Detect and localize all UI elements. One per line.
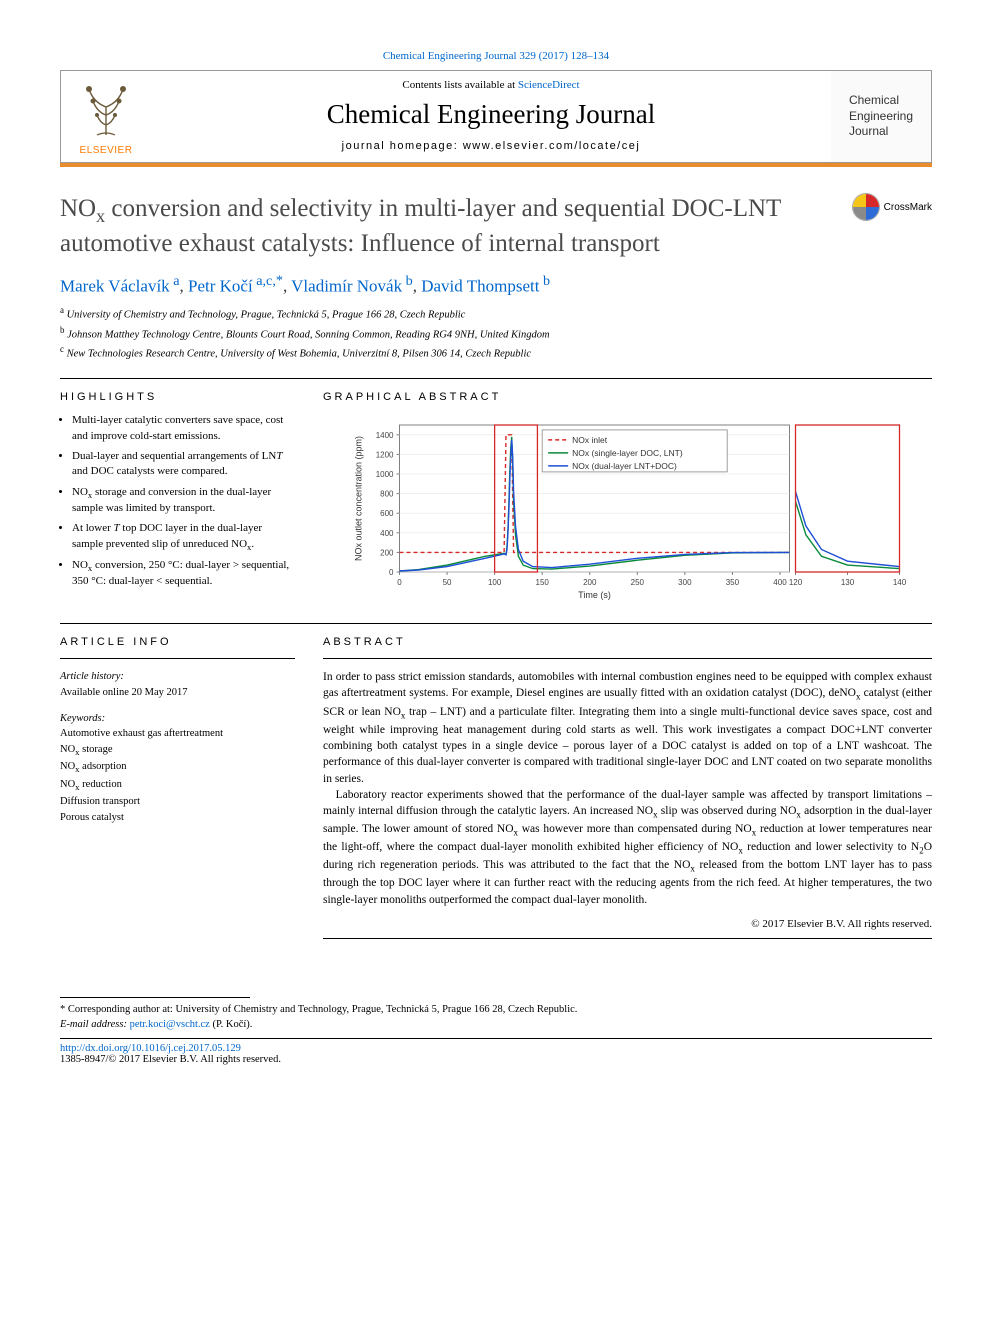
graphical-abstract: 0 200 400 600 800 1000 1200 1400 0 50 100 150 200 250… <box>323 413 932 607</box>
contents-line: Contents lists available at ScienceDirec… <box>161 79 821 91</box>
history-line: Available online 20 May 2017 <box>60 685 295 701</box>
citation-link[interactable]: Chemical Engineering Journal 329 (2017) … <box>383 50 609 62</box>
author-3[interactable]: Vladimír Novák <box>291 276 402 295</box>
doi-link[interactable]: http://dx.doi.org/10.1016/j.cej.2017.05.… <box>60 1043 241 1054</box>
abstract-end-rule <box>323 938 932 939</box>
corr-marker[interactable]: * <box>276 276 283 295</box>
svg-text:0: 0 <box>397 578 402 587</box>
journal-header: ELSEVIER Contents lists available at Sci… <box>60 70 932 163</box>
sciencedirect-link[interactable]: ScienceDirect <box>518 79 580 91</box>
keyword-item: Diffusion transport <box>60 794 295 810</box>
svg-text:1400: 1400 <box>376 431 394 440</box>
footnote-rule <box>60 997 250 998</box>
keywords-list: Automotive exhaust gas aftertreatmentNOx… <box>60 726 295 825</box>
ga-chart: 0 200 400 600 800 1000 1200 1400 0 50 100 150 200 250… <box>323 417 932 602</box>
svg-text:400: 400 <box>773 578 787 587</box>
info-rule <box>60 658 295 659</box>
citation-line: Chemical Engineering Journal 329 (2017) … <box>60 50 932 62</box>
crossmark-icon <box>852 193 880 221</box>
journal-cover: Chemical Engineering Journal <box>831 71 931 162</box>
email-label: E-mail address: <box>60 1019 130 1030</box>
svg-text:400: 400 <box>380 529 394 538</box>
publisher-logo-cell: ELSEVIER <box>61 71 151 162</box>
article-info-heading: ARTICLE INFO <box>60 636 295 648</box>
graphical-abstract-heading: GRAPHICAL ABSTRACT <box>323 391 932 403</box>
svg-text:NOx outlet concentration (ppm): NOx outlet concentration (ppm) <box>354 436 364 561</box>
svg-text:0: 0 <box>389 568 394 577</box>
highlight-item: Multi-layer catalytic converters save sp… <box>72 413 295 444</box>
keyword-item: NOx reduction <box>60 777 295 794</box>
email-line: E-mail address: petr.koci@vscht.cz (P. K… <box>60 1017 932 1032</box>
svg-text:150: 150 <box>536 578 550 587</box>
homepage-prefix: journal homepage: <box>342 140 463 152</box>
svg-text:250: 250 <box>631 578 645 587</box>
svg-text:600: 600 <box>380 509 394 518</box>
svg-text:200: 200 <box>583 578 597 587</box>
svg-text:350: 350 <box>726 578 740 587</box>
affiliations: a University of Chemistry and Technology… <box>60 304 932 362</box>
svg-text:Time (s): Time (s) <box>578 590 611 600</box>
svg-text:1000: 1000 <box>376 470 394 479</box>
doi-block: http://dx.doi.org/10.1016/j.cej.2017.05.… <box>60 1043 932 1065</box>
svg-text:NOx (dual-layer LNT+DOC): NOx (dual-layer LNT+DOC) <box>572 461 677 471</box>
article-info: Article history: Available online 20 May… <box>60 669 295 825</box>
svg-text:140: 140 <box>893 578 907 587</box>
highlight-item: NOx storage and conversion in the dual-l… <box>72 485 295 517</box>
abstract-body: In order to pass strict emission standar… <box>323 669 932 908</box>
svg-text:120: 120 <box>789 578 803 587</box>
accent-rule <box>60 163 932 167</box>
highlight-item: NOx conversion, 250 °C: dual-layer > seq… <box>72 558 295 590</box>
keyword-item: Porous catalyst <box>60 810 295 826</box>
email-suffix: (P. Kočí). <box>210 1019 253 1030</box>
cover-line-2: Engineering <box>849 109 913 125</box>
corresponding-note: * Corresponding author at: University of… <box>60 1002 932 1017</box>
header-mid: Contents lists available at ScienceDirec… <box>151 71 831 162</box>
cover-line-3: Journal <box>849 124 913 140</box>
svg-text:NOx inlet: NOx inlet <box>572 435 608 445</box>
svg-text:800: 800 <box>380 490 394 499</box>
section-rule-1 <box>60 378 932 379</box>
highlight-item: At lower T top DOC layer in the dual-lay… <box>72 521 295 553</box>
homepage-line: journal homepage: www.elsevier.com/locat… <box>161 140 821 152</box>
crossmark-label: CrossMark <box>884 202 932 213</box>
contents-prefix: Contents lists available at <box>402 79 517 91</box>
crossmark-badge[interactable]: CrossMark <box>852 193 932 221</box>
svg-text:100: 100 <box>488 578 502 587</box>
highlights-list: Multi-layer catalytic converters save sp… <box>60 413 295 589</box>
keywords-heading: Keywords: <box>60 711 295 727</box>
svg-text:1200: 1200 <box>376 451 394 460</box>
cover-line-1: Chemical <box>849 93 913 109</box>
email-link[interactable]: petr.koci@vscht.cz <box>130 1019 210 1030</box>
keyword-item: NOx adsorption <box>60 759 295 776</box>
svg-text:300: 300 <box>678 578 692 587</box>
author-1[interactable]: Marek Václavík <box>60 276 170 295</box>
bottom-rule <box>60 1038 932 1039</box>
abstract-heading: ABSTRACT <box>323 636 932 648</box>
elsevier-tree-icon <box>73 77 139 143</box>
journal-name: Chemical Engineering Journal <box>161 99 821 130</box>
copyright-line: © 2017 Elsevier B.V. All rights reserved… <box>323 918 932 930</box>
article-title: NOx conversion and selectivity in multi-… <box>60 193 834 259</box>
section-rule-2 <box>60 623 932 624</box>
svg-text:200: 200 <box>380 549 394 558</box>
history-heading: Article history: <box>60 669 295 685</box>
homepage-url[interactable]: www.elsevier.com/locate/cej <box>463 140 640 152</box>
keyword-item: Automotive exhaust gas aftertreatment <box>60 726 295 742</box>
author-2[interactable]: Petr Kočí <box>188 276 253 295</box>
highlights-heading: HIGHLIGHTS <box>60 391 295 403</box>
svg-text:50: 50 <box>443 578 452 587</box>
keyword-item: NOx storage <box>60 742 295 759</box>
author-4[interactable]: David Thompsett <box>421 276 539 295</box>
issn-line: 1385-8947/© 2017 Elsevier B.V. All right… <box>60 1054 281 1065</box>
highlight-item: Dual-layer and sequential arrangements o… <box>72 449 295 480</box>
abstract-rule <box>323 658 932 659</box>
publisher-name: ELSEVIER <box>80 145 133 156</box>
svg-text:130: 130 <box>841 578 855 587</box>
svg-text:NOx (single-layer DOC, LNT): NOx (single-layer DOC, LNT) <box>572 448 683 458</box>
footnotes: * Corresponding author at: University of… <box>60 997 932 1032</box>
authors-line: Marek Václavík a, Petr Kočí a,c,*, Vladi… <box>60 273 932 297</box>
